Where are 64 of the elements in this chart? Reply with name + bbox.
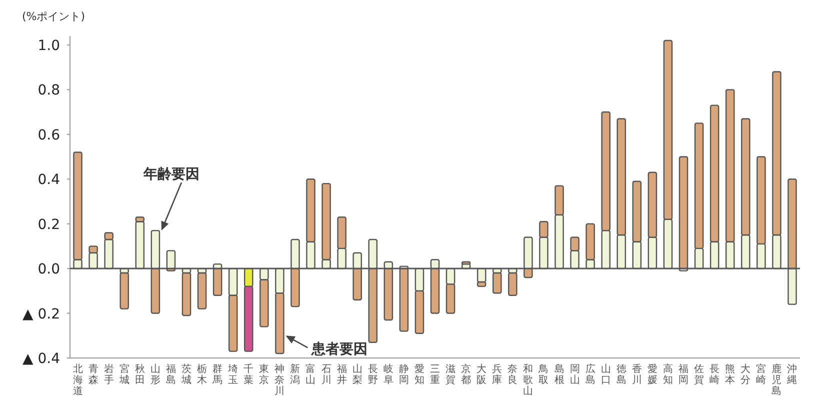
xtick: 長野 (368, 364, 378, 386)
xtick: 岡山 (570, 364, 580, 386)
xtick: 福井 (336, 364, 347, 386)
xtick: 香川 (632, 364, 642, 386)
xtick: 奈良 (508, 364, 518, 386)
xtick: 島根 (554, 364, 564, 386)
xtick: 石川 (321, 364, 332, 386)
xtick: 沖縄 (787, 364, 798, 386)
xtick: 滋賀 (446, 364, 456, 386)
xtick: 福島 (166, 364, 176, 386)
bar (182, 272, 192, 316)
ylabel: (%ポイント) (22, 10, 86, 23)
ytick: 0.2 (38, 216, 60, 233)
xtick: 東京 (259, 364, 270, 386)
xtick: 宮城 (119, 364, 130, 386)
annotation: 年齢要因 (143, 166, 200, 183)
ytick: 1.0 (38, 38, 60, 54)
xtick: 長崎 (710, 364, 720, 386)
xtick: 埼玉 (228, 364, 238, 386)
ytick: ▲ 0.4 (22, 351, 60, 367)
xtick: 栃木 (197, 364, 208, 386)
xtick: 岐阜 (383, 364, 394, 386)
xtick: 兵庫 (492, 364, 502, 386)
bar (508, 272, 518, 296)
xtick: 青森 (88, 364, 98, 386)
ytick: 0.4 (38, 172, 60, 188)
xtick: 大阪 (476, 364, 487, 386)
xtick: 徳島 (616, 364, 626, 386)
annotation: 患者要因 (312, 342, 368, 358)
xtick: 愛知 (414, 364, 424, 386)
xtick: 宮崎 (756, 364, 766, 386)
ytick: 0.0 (38, 262, 60, 278)
xtick: 新潟 (290, 364, 300, 386)
xtick: 福岡 (678, 364, 688, 386)
xtick: 千葉 (244, 364, 254, 386)
xtick: 神奈川 (274, 364, 285, 397)
xtick: 鹿児島 (772, 364, 782, 397)
bar (120, 272, 129, 310)
xtick: 岩手 (104, 364, 114, 386)
ytick: ▲ 0.2 (22, 306, 60, 322)
xtick: 京都 (461, 364, 472, 386)
xtick: 鳥取 (538, 364, 549, 386)
xtick: 大分 (740, 364, 751, 386)
xtick: 群馬 (212, 364, 223, 386)
xtick: 山口 (600, 364, 611, 386)
xtick: 熊本 (725, 364, 736, 386)
xtick: 茨城 (182, 364, 192, 386)
ytick: 0.6 (38, 127, 60, 144)
bar (461, 261, 471, 265)
xtick: 三重 (430, 364, 440, 386)
xtick: 山梨 (352, 364, 362, 386)
xtick: 和歌山 (523, 364, 534, 397)
xtick: 佐賀 (694, 364, 704, 386)
xtick: 静岡 (398, 364, 409, 386)
xtick: 秋田 (134, 364, 145, 386)
ytick: 0.8 (38, 82, 60, 99)
xtick: 北海道 (72, 364, 83, 397)
xtick: 広島 (585, 364, 596, 386)
xtick: 愛媛 (647, 364, 658, 386)
xtick: 富山 (306, 364, 316, 386)
xtick: 山形 (150, 364, 160, 386)
bar (492, 272, 502, 294)
bar (197, 272, 207, 310)
xtick: 高知 (662, 364, 673, 386)
